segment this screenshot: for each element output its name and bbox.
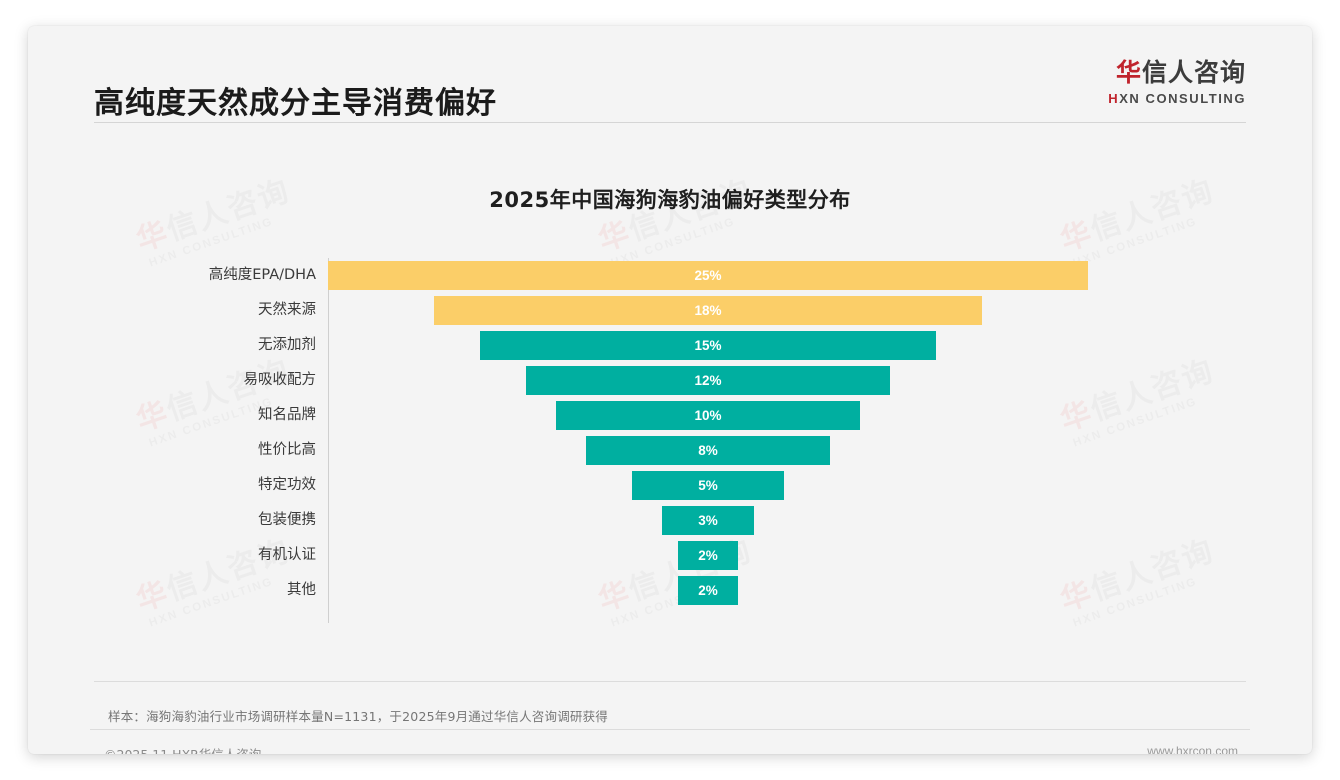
- chart-bar[interactable]: 12%: [525, 366, 891, 395]
- chart-rows: 高纯度EPA/DHA 25% 天然来源 18% 无添加剂 15% 易吸收配方 12% 知名品牌 1…: [28, 258, 1312, 608]
- chart-bar[interactable]: 25%: [328, 261, 1088, 290]
- bar-value-label: 3%: [698, 513, 718, 528]
- category-label: 其他: [287, 582, 316, 598]
- bar-value-label: 18%: [694, 303, 722, 318]
- chart-bar[interactable]: 10%: [556, 401, 860, 430]
- bar-value-label: 5%: [698, 478, 718, 493]
- category-axis-line: [328, 258, 329, 623]
- chart-row: 易吸收配方 12%: [28, 363, 1312, 398]
- chart-row: 性价比高 8%: [28, 433, 1312, 468]
- chart-bar[interactable]: 2%: [677, 576, 739, 605]
- chart-bar[interactable]: 2%: [677, 541, 739, 570]
- logo-cn-red: 华: [1115, 58, 1142, 87]
- category-label: 有机认证: [258, 547, 316, 563]
- copyright-text: ©2025.11 HXR华信人咨询: [104, 744, 261, 754]
- bar-value-label: 15%: [694, 338, 722, 353]
- chart-bar[interactable]: 15%: [480, 331, 936, 360]
- chart-row: 知名品牌 10%: [28, 398, 1312, 433]
- chart-row: 有机认证 2%: [28, 538, 1312, 573]
- bar-value-label: 10%: [694, 408, 722, 423]
- chart-bar[interactable]: 3%: [662, 506, 754, 535]
- source-note: 样本：海狗海豹油行业市场调研样本量N=1131，于2025年9月通过华信人咨询调…: [108, 709, 609, 724]
- chart-bar[interactable]: 8%: [586, 436, 830, 465]
- chart-row: 包装便携 3%: [28, 503, 1312, 538]
- category-label: 性价比高: [258, 442, 316, 458]
- bar-value-label: 2%: [698, 583, 718, 598]
- chart-row: 高纯度EPA/DHA 25%: [28, 258, 1312, 293]
- bar-value-label: 25%: [694, 268, 722, 283]
- footer-divider: [90, 729, 1250, 730]
- funnel-chart: 高纯度EPA/DHA 25% 天然来源 18% 无添加剂 15% 易吸收配方 12% 知名品牌 1…: [28, 258, 1312, 628]
- logo-en-dark: XN CONSULTING: [1119, 91, 1246, 107]
- slide-footer: ©2025.11 HXR华信人咨询 www.hxrcon.com: [28, 730, 1312, 754]
- chart-bar[interactable]: 18%: [434, 296, 982, 325]
- slide-header: 高纯度天然成分主导消费偏好 华信人咨询 HXN CONSULTING: [28, 26, 1312, 126]
- chart-row: 特定功效 5%: [28, 468, 1312, 503]
- bar-value-label: 2%: [698, 548, 718, 563]
- category-label: 易吸收配方: [243, 372, 317, 388]
- chart-row: 无添加剂 15%: [28, 328, 1312, 363]
- slide-card: 华信人咨询 HXN CONSULTING 华信人咨询 HXN CONSULTIN…: [28, 26, 1312, 754]
- chart-area: 2025年中国海狗海豹油偏好类型分布 高纯度EPA/DHA 25% 天然来源 18% 无…: [28, 126, 1312, 666]
- bar-value-label: 8%: [698, 443, 718, 458]
- header-divider: [94, 122, 1246, 123]
- website-url[interactable]: www.hxrcon.com: [1147, 744, 1238, 754]
- category-label: 无添加剂: [258, 337, 316, 353]
- logo-en-red: H: [1108, 91, 1120, 107]
- brand-logo: 华信人咨询 HXN CONSULTING: [1108, 58, 1246, 107]
- category-label: 天然来源: [258, 302, 316, 318]
- footnote-divider: [94, 681, 1246, 682]
- category-label: 高纯度EPA/DHA: [208, 267, 316, 283]
- logo-cn-dark: 信人咨询: [1141, 58, 1246, 87]
- category-label: 特定功效: [258, 477, 316, 493]
- chart-row: 其他 2%: [28, 573, 1312, 608]
- bar-value-label: 12%: [694, 373, 722, 388]
- chart-title: 2025年中国海狗海豹油偏好类型分布: [489, 188, 851, 212]
- category-label: 知名品牌: [258, 407, 316, 423]
- page-title: 高纯度天然成分主导消费偏好: [94, 86, 497, 121]
- chart-row: 天然来源 18%: [28, 293, 1312, 328]
- chart-bar[interactable]: 5%: [632, 471, 784, 500]
- category-label: 包装便携: [258, 512, 316, 528]
